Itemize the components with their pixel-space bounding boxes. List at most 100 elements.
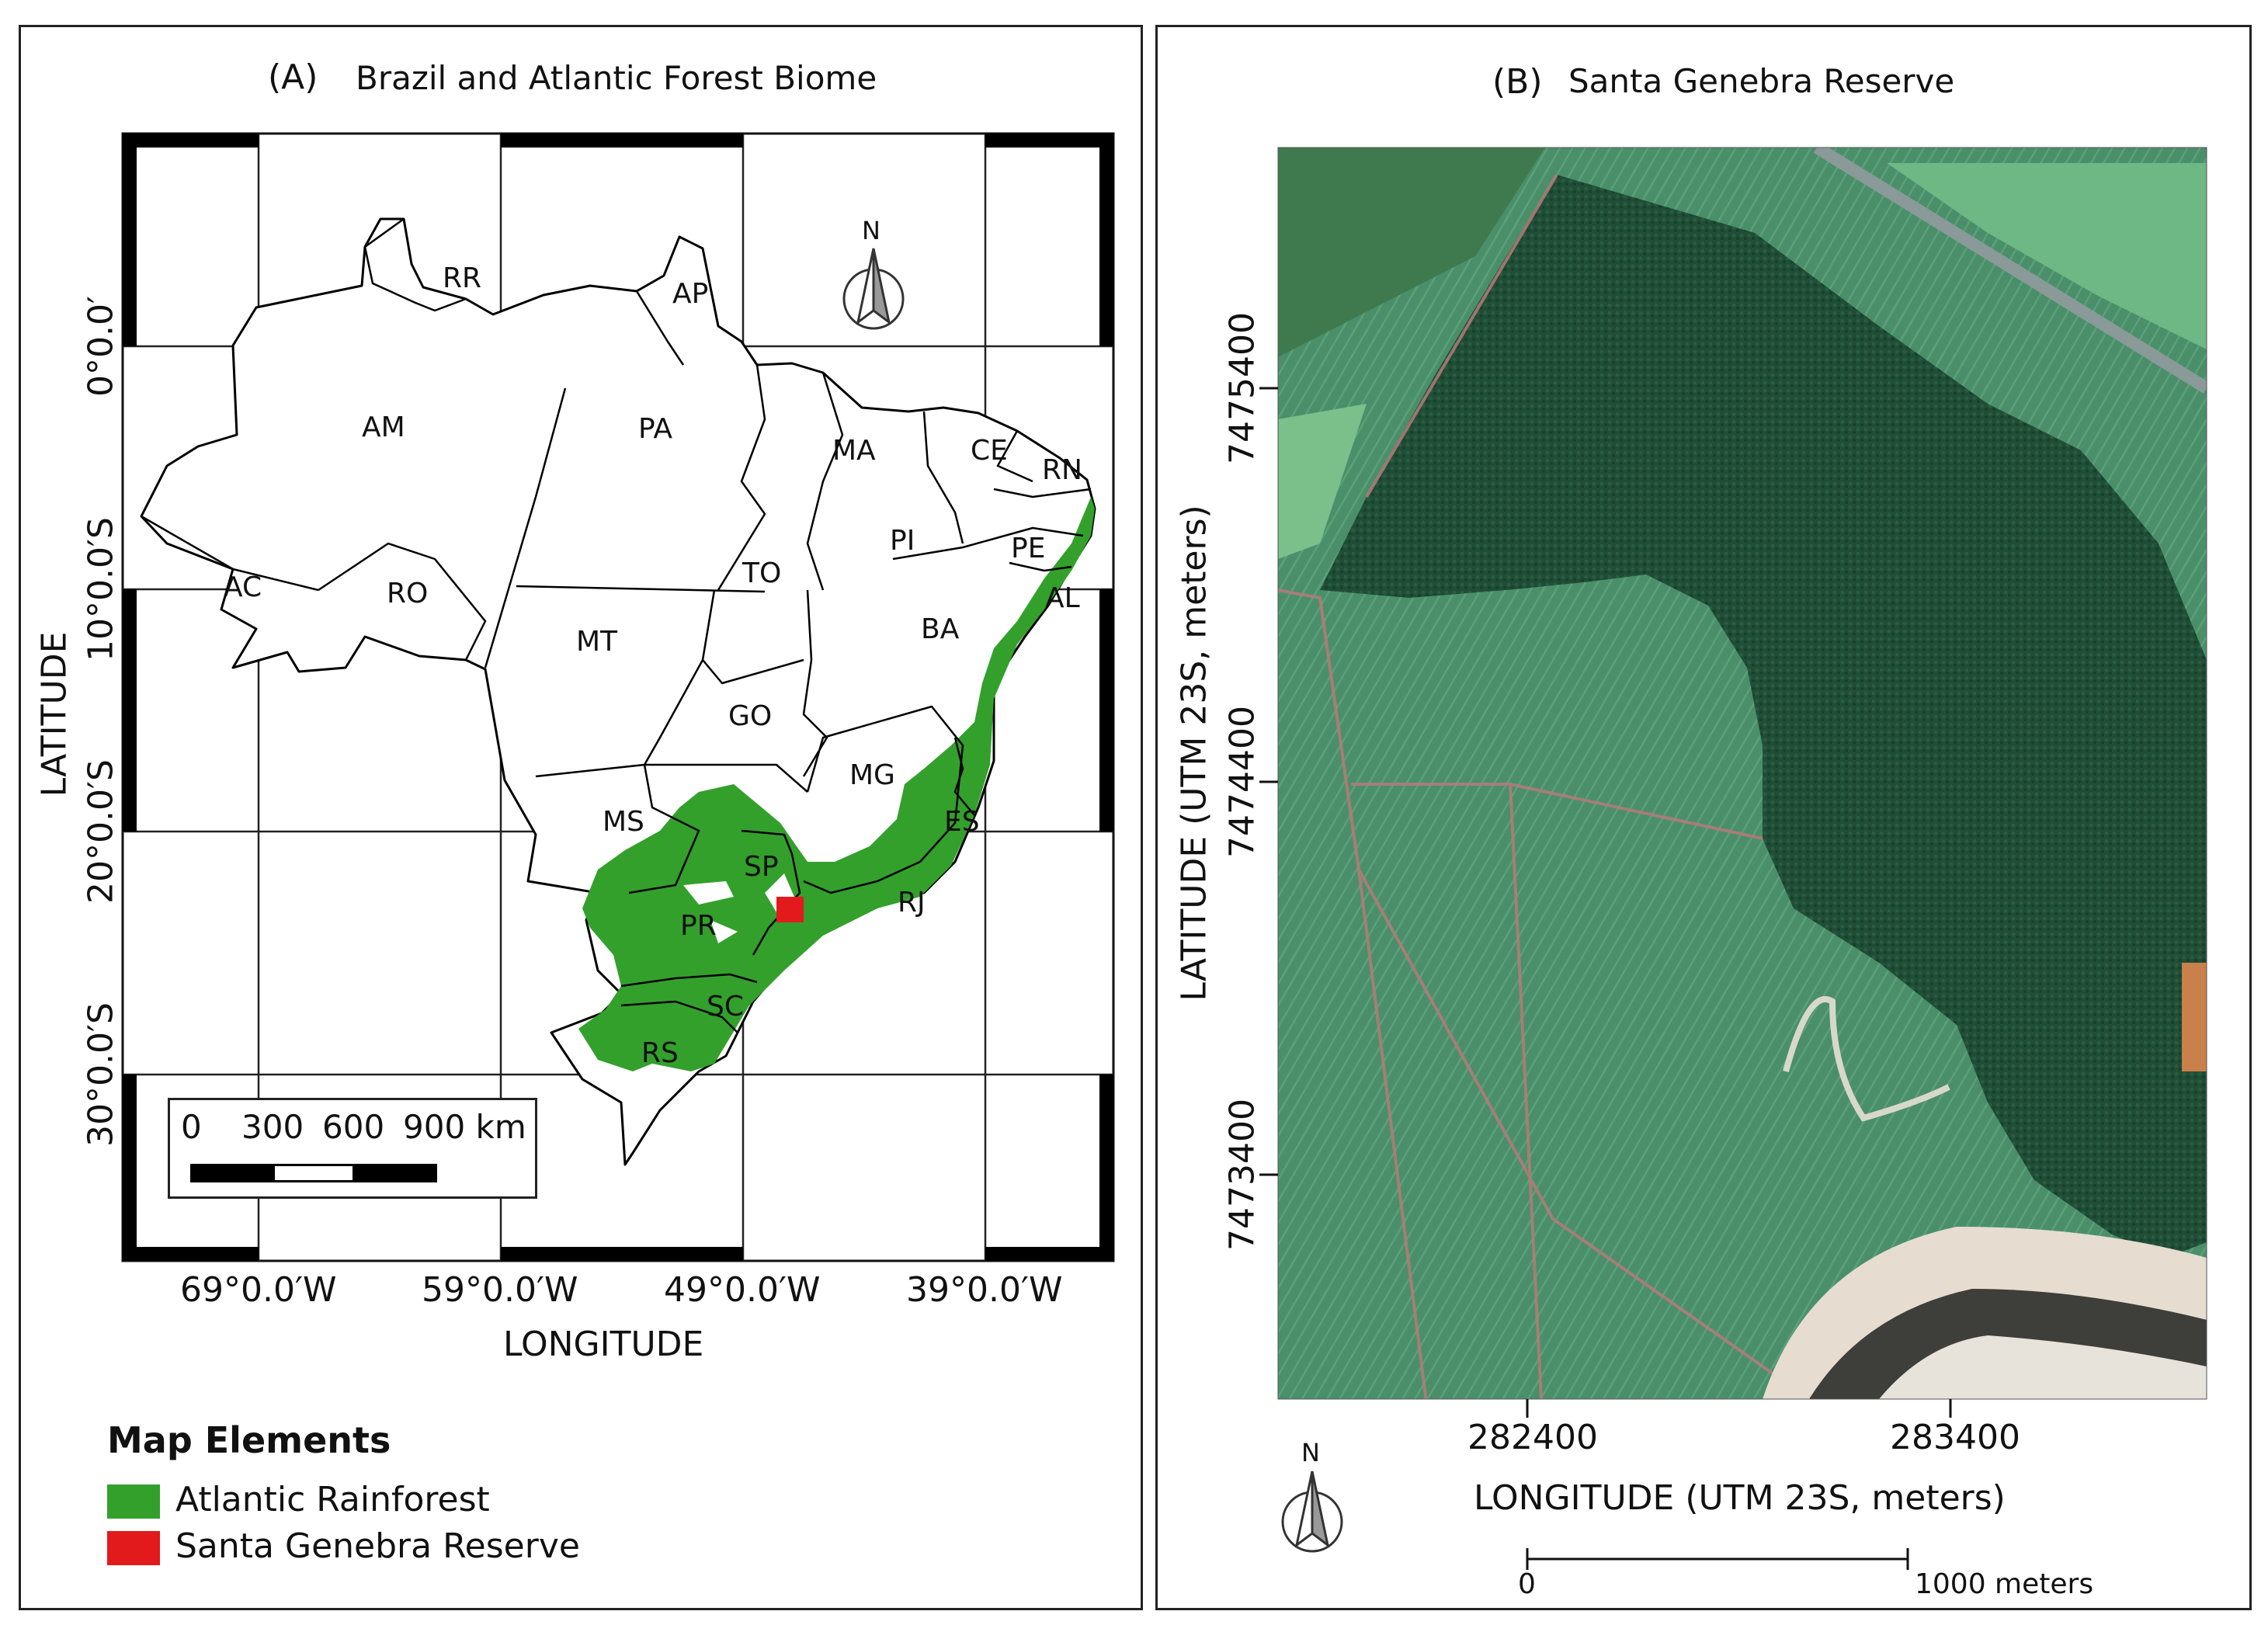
x-tick-282400: 282400 xyxy=(1467,1418,1598,1457)
panel-b-ylabel: LATITUDE (UTM 23S, meters) xyxy=(1174,505,1214,1002)
boundary-ro xyxy=(318,542,487,661)
scale-b-label-1000: 1000 meters xyxy=(1915,1568,2094,1600)
boundary-ap xyxy=(635,290,685,366)
legend-label-reserve: Santa Genebra Reserve xyxy=(175,1526,580,1566)
state-label-sc: SC xyxy=(707,991,744,1023)
lon-tick-39w: 39°0.0′W xyxy=(906,1270,1063,1310)
frame-bar-right-1 xyxy=(1099,134,1113,346)
north-label-a: N xyxy=(862,216,880,245)
boundary-al xyxy=(1009,561,1072,572)
lon-tick-69w: 69°0.0′W xyxy=(180,1270,337,1310)
scale-a-label-900km: 900 km xyxy=(403,1108,526,1146)
scale-a-seg-3 xyxy=(355,1164,437,1182)
forest-gap-4 xyxy=(877,792,901,823)
scale-b-label-0: 0 xyxy=(1518,1568,1536,1600)
boundary-ce-rn xyxy=(996,430,1033,483)
boundary-pb xyxy=(993,488,1092,498)
y-tick-7473400: 7473400 xyxy=(1222,1099,1263,1251)
boundary-pi-ce xyxy=(922,411,964,544)
panel-a-xlabel: LONGITUDE xyxy=(503,1325,704,1364)
frame-bar-top-1 xyxy=(123,134,259,148)
boundary-ac-am xyxy=(141,515,319,592)
sat-field-ne xyxy=(1887,163,2207,349)
boundary-pa-mt xyxy=(516,585,766,593)
boundary-pr-sc xyxy=(620,973,758,988)
state-label-ba: BA xyxy=(921,613,960,645)
sat-town-east xyxy=(2182,963,2207,1071)
lon-tick-49w: 49°0.0′W xyxy=(664,1270,821,1310)
boundary-ms xyxy=(535,763,700,894)
y-tick-7475400: 7475400 xyxy=(1222,312,1263,464)
scale-a-label-0: 0 xyxy=(181,1108,202,1146)
state-label-ms: MS xyxy=(603,806,644,838)
state-label-rj: RJ xyxy=(898,887,926,918)
frame-bar-bottom-2 xyxy=(501,1247,743,1261)
frame-bar-bottom-3 xyxy=(985,1247,1113,1261)
forest-gap-1 xyxy=(683,881,734,905)
legend-swatch-reserve xyxy=(107,1531,160,1565)
state-label-rn: RN xyxy=(1042,454,1082,486)
state-label-pr: PR xyxy=(680,910,717,942)
frame-bar-left-1 xyxy=(123,134,137,346)
sat-field-w2 xyxy=(1278,404,1367,559)
sat-forest-polygon xyxy=(1320,175,2207,1258)
y-tick-7474400: 7474400 xyxy=(1222,706,1263,858)
atlantic-rainforest-area xyxy=(578,497,1095,1071)
scale-a-seg-2 xyxy=(273,1164,355,1182)
state-label-ma: MA xyxy=(832,435,876,467)
boundary-pe xyxy=(892,526,1084,561)
state-label-ap: AP xyxy=(672,278,709,310)
frame-bar-top-3 xyxy=(985,134,1113,148)
state-label-mg: MG xyxy=(849,759,895,791)
panel-a-title: Brazil and Atlantic Forest Biome xyxy=(356,59,877,97)
state-label-ce: CE xyxy=(971,435,1008,467)
panel-b-xlabel: LONGITUDE (UTM 23S, meters) xyxy=(1474,1478,2006,1518)
state-label-al: AL xyxy=(1045,582,1080,614)
sat-field-w1 xyxy=(1278,148,1545,357)
boundary-to xyxy=(701,589,804,685)
scale-a-seg-1 xyxy=(190,1164,273,1182)
boundary-am-pa xyxy=(484,387,567,668)
scale-bar-b xyxy=(1526,1548,1909,1570)
frame-bar-left-2 xyxy=(123,589,137,832)
frame-bar-bottom-1 xyxy=(123,1247,259,1261)
north-arrow-a xyxy=(842,248,905,330)
scale-a-label-300: 300 xyxy=(241,1108,304,1146)
x-tick-283400: 283400 xyxy=(1890,1418,2020,1457)
state-label-pi: PI xyxy=(890,525,915,557)
boundary-pa-ma xyxy=(717,364,766,591)
state-label-pa: PA xyxy=(638,413,673,445)
north-arrow-b xyxy=(1281,1470,1343,1553)
scale-bar-a: 0 300 600 900 km xyxy=(168,1098,537,1199)
frame-bar-left-3 xyxy=(123,1075,137,1261)
boundary-rr xyxy=(363,217,467,312)
state-label-to: TO xyxy=(742,557,782,589)
boundary-sp xyxy=(741,829,801,956)
state-label-sp: SP xyxy=(744,851,779,883)
state-label-pe: PE xyxy=(1011,533,1046,564)
state-label-rr: RR xyxy=(443,262,482,294)
lon-tick-59w: 59°0.0′W xyxy=(422,1270,578,1310)
frame-bar-right-2 xyxy=(1099,589,1113,832)
north-label-b: N xyxy=(1301,1438,1320,1467)
boundary-es xyxy=(953,737,975,816)
state-label-ro: RO xyxy=(387,578,429,609)
sat-highway xyxy=(1813,148,2207,394)
legend-swatch-forest xyxy=(107,1484,160,1519)
panel-b-letter: (B) xyxy=(1492,62,1543,102)
panel-a-letter: (A) xyxy=(268,57,318,97)
state-label-go: GO xyxy=(728,700,773,732)
state-label-rs: RS xyxy=(641,1037,679,1069)
panel-b-title: Santa Genebra Reserve xyxy=(1568,62,1955,100)
state-label-mt: MT xyxy=(576,626,618,658)
boundary-mg xyxy=(803,705,964,894)
legend-label-forest: Atlantic Rainforest xyxy=(175,1480,490,1519)
legend-title: Map Elements xyxy=(107,1419,391,1461)
boundary-ma-pi xyxy=(806,372,844,591)
frame-bar-right-3 xyxy=(1099,1075,1113,1261)
state-label-es: ES xyxy=(944,806,980,838)
scale-a-label-600: 600 xyxy=(322,1108,385,1146)
forest-gap-3 xyxy=(710,920,738,943)
